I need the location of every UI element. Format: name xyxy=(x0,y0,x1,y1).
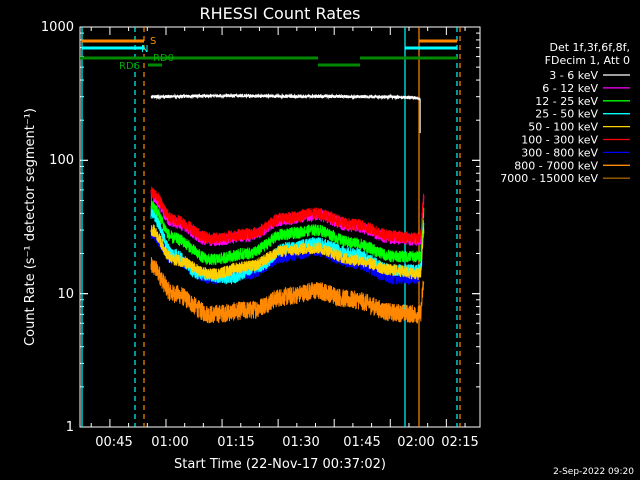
x-tick-label: 02:15 xyxy=(441,435,478,450)
series-line xyxy=(150,257,425,324)
legend-label: 12 - 25 keV xyxy=(535,95,598,108)
legend: Det 1f,3f,6f,8f, FDecim 1, Att 0 3 - 6 k… xyxy=(500,41,630,185)
legend-label: 100 - 300 keV xyxy=(521,134,598,147)
footer-date: 2-Sep-2022 09:20 xyxy=(553,467,634,477)
legend-label: 25 - 50 keV xyxy=(535,108,598,121)
series-line xyxy=(150,92,421,101)
x-tick-label: 01:15 xyxy=(217,435,254,450)
legend-header: Det 1f,3f,6f,8f, xyxy=(549,41,630,54)
x-tick-label: 01:30 xyxy=(282,435,319,450)
rd6-flag-label: RD6 xyxy=(119,61,140,72)
y-axis-label: Count Rate (s⁻¹ detector segment⁻¹) xyxy=(23,108,38,346)
plot-frame xyxy=(79,26,481,428)
legend-label: 7000 - 15000 keV xyxy=(500,172,598,185)
x-tick-label: 01:00 xyxy=(151,435,188,450)
chart-title: RHESSI Count Rates xyxy=(200,4,361,23)
state-flags: S N RD6 RD0 xyxy=(80,36,457,72)
x-tick-label: 02:00 xyxy=(397,435,434,450)
x-tick-marks xyxy=(90,27,466,427)
x-tick-label: 00:45 xyxy=(95,435,132,450)
y-tick-label: 1 xyxy=(66,420,74,435)
series-line xyxy=(150,199,425,266)
y-tick-label: 1000 xyxy=(41,20,74,35)
x-tick-label: 01:45 xyxy=(343,435,380,450)
series-line xyxy=(150,223,425,281)
series-line xyxy=(150,186,425,245)
legend-label: 300 - 800 keV xyxy=(521,146,598,159)
y-tick-label: 10 xyxy=(57,287,74,302)
legend-header: FDecim 1, Att 0 xyxy=(545,54,630,67)
legend-label: 50 - 100 keV xyxy=(528,121,598,134)
s-flag-label: S xyxy=(150,36,156,47)
legend-label: 6 - 12 keV xyxy=(542,82,598,95)
vertical-markers xyxy=(81,27,461,427)
legend-label: 3 - 6 keV xyxy=(549,69,598,82)
legend-label: 800 - 7000 keV xyxy=(514,159,598,172)
series-group xyxy=(150,92,425,324)
n-flag-label: N xyxy=(141,44,148,55)
rd0-flag-label: RD0 xyxy=(153,53,174,64)
x-axis-label: Start Time (22-Nov-17 00:37:02) xyxy=(174,457,386,472)
y-tick-label: 100 xyxy=(49,153,74,168)
